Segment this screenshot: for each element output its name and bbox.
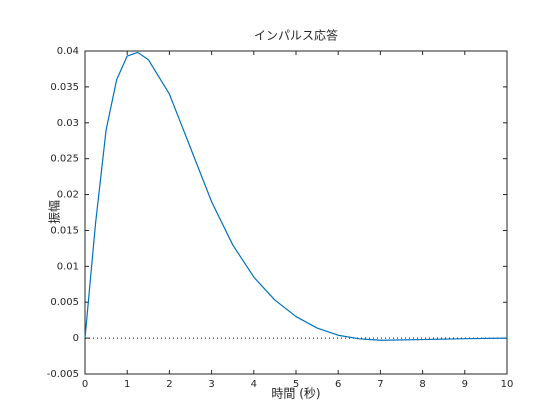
series-line [84, 51, 508, 341]
x-tick-label: 1 [124, 379, 130, 390]
x-tick-label: 2 [166, 379, 172, 390]
y-tick-label: 0.02 [57, 190, 79, 201]
x-tick-label: 3 [208, 379, 214, 390]
y-tick-label: 0 [73, 333, 79, 344]
y-tick-label: 0.035 [50, 82, 79, 93]
y-tick-label: 0.015 [50, 225, 79, 236]
y-tick-label: 0.01 [57, 261, 79, 272]
y-axis-label: 振幅 [47, 200, 62, 224]
y-tick-label: -0.005 [47, 369, 79, 380]
x-tick-label: 0 [82, 379, 88, 390]
y-tick-label: 0.04 [57, 46, 79, 57]
axes-box [84, 50, 508, 375]
x-tick-label: 7 [377, 379, 383, 390]
x-tick-label: 5 [293, 379, 299, 390]
x-tick-label: 9 [462, 379, 468, 390]
x-tick-label: 6 [335, 379, 341, 390]
x-tick-label: 8 [419, 379, 425, 390]
y-tick-label: 0.03 [57, 118, 79, 129]
y-tick-label: 0.005 [50, 297, 79, 308]
x-tick-label: 4 [251, 379, 257, 390]
chart-title: インパルス応答 [254, 28, 338, 43]
y-tick-label: 0.025 [50, 154, 79, 165]
x-axis-label: 時間 (秒) [271, 387, 320, 401]
x-tick-label: 10 [501, 379, 514, 390]
